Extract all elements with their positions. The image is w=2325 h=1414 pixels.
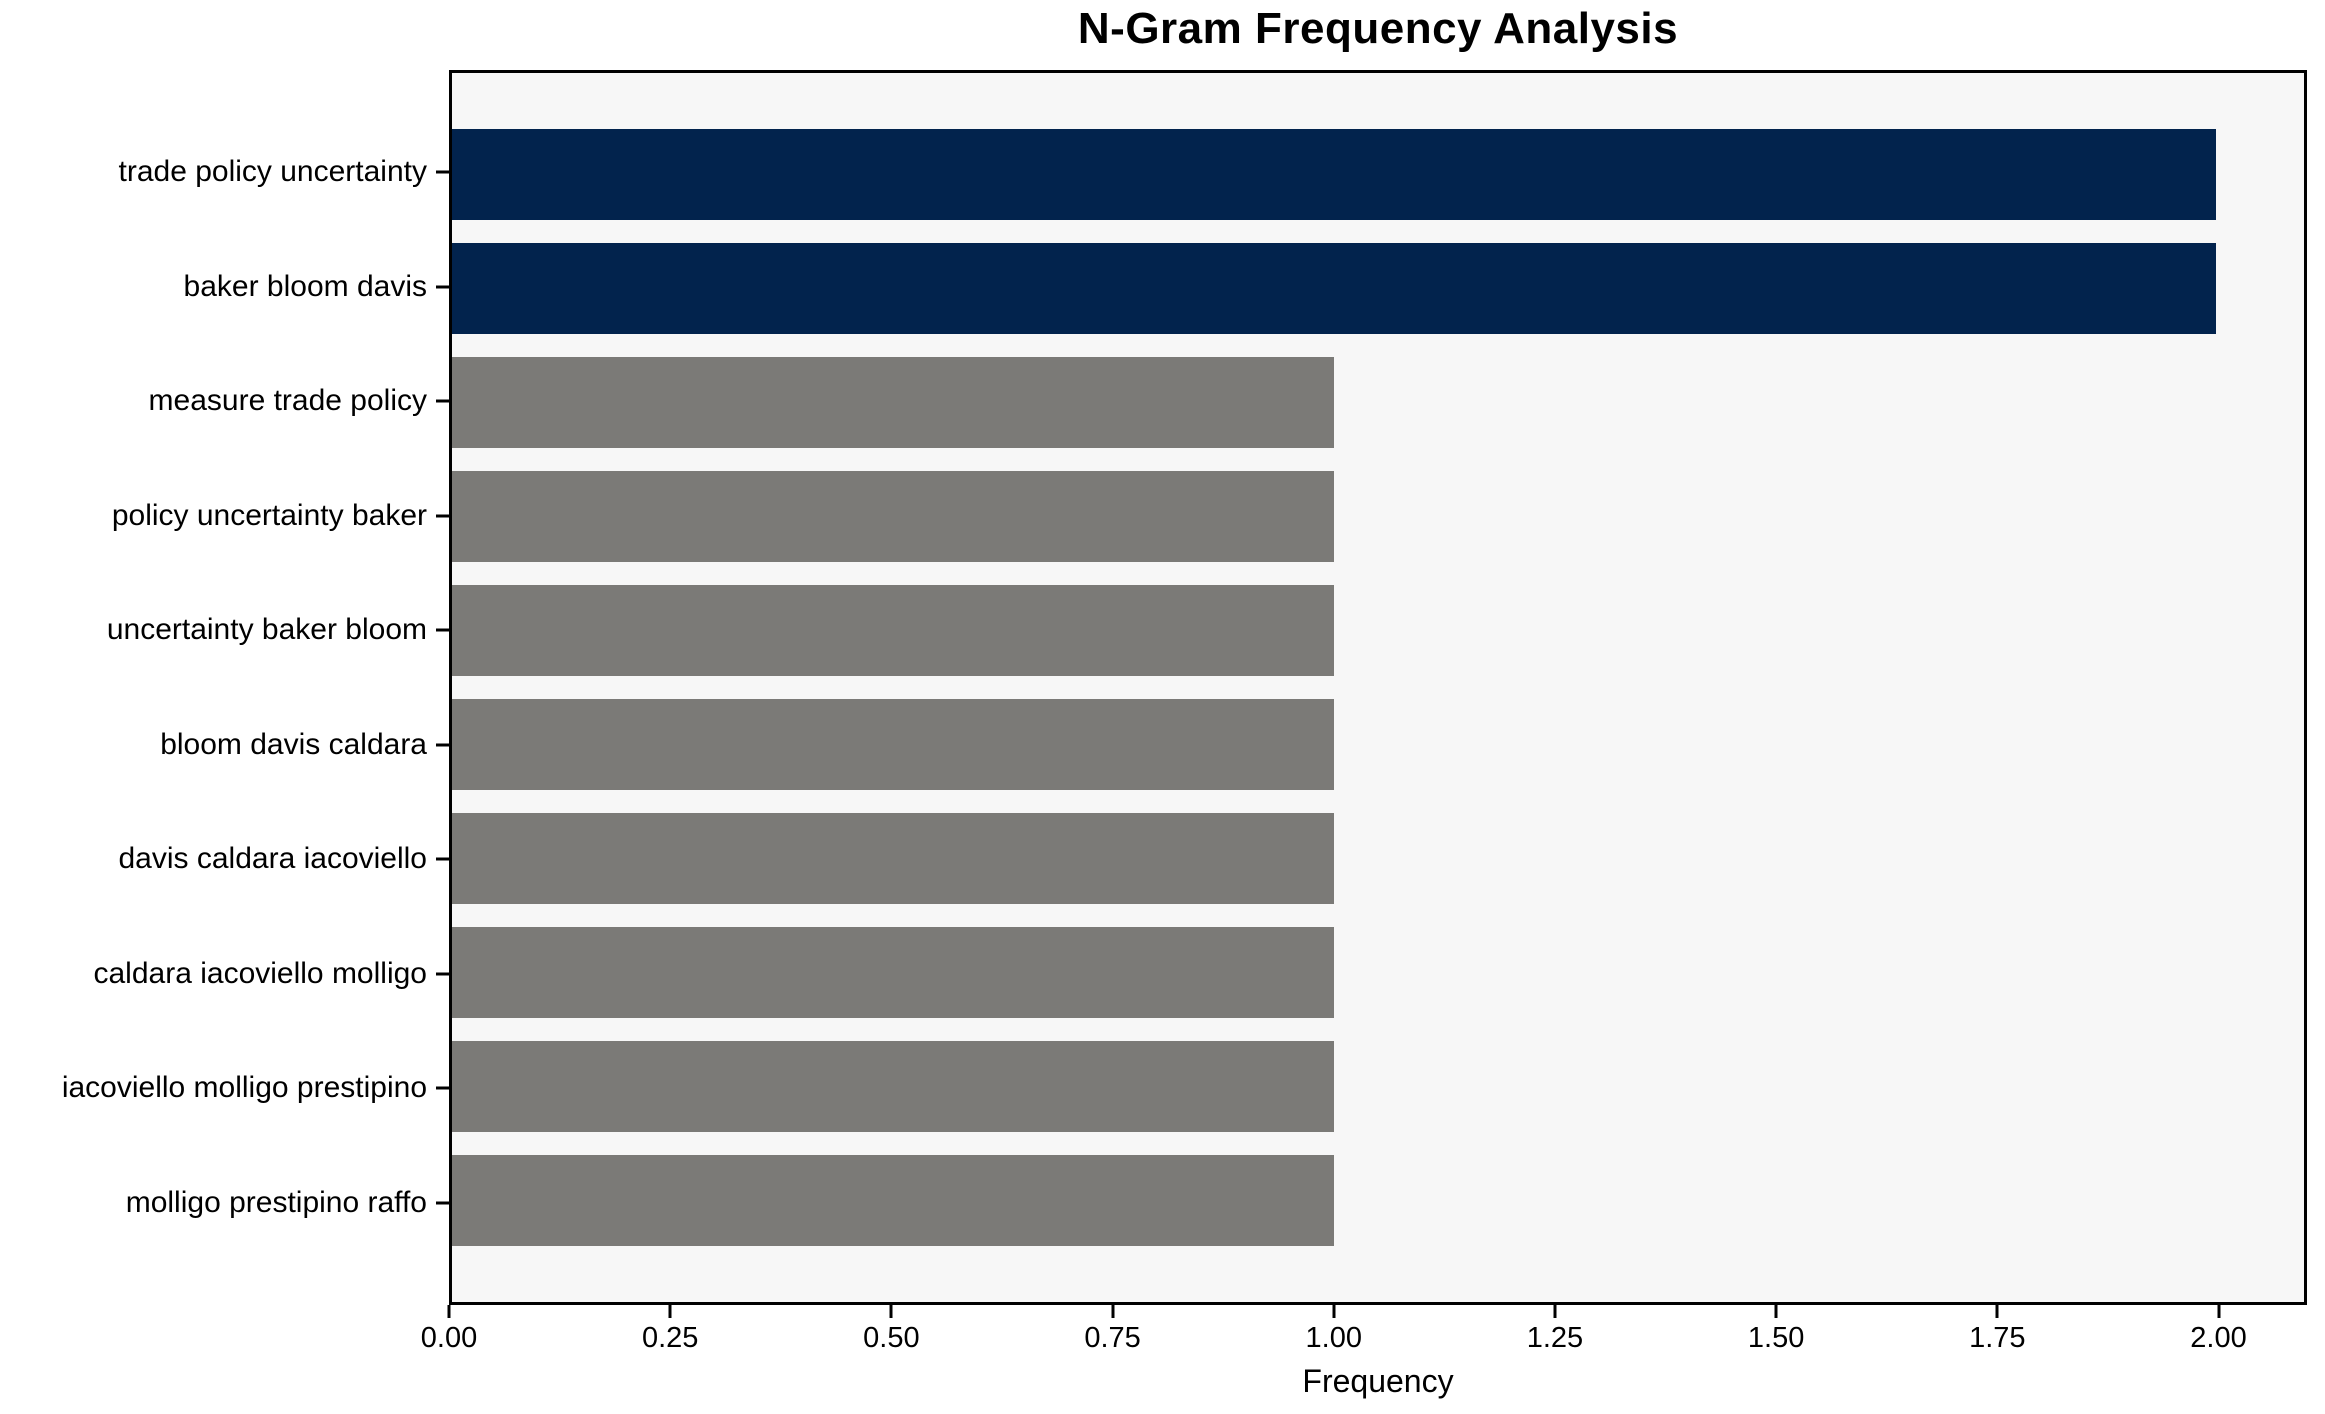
x-tick-mark	[1553, 1305, 1557, 1318]
bar-caldara-iacoviello-molligo	[452, 926, 1334, 1019]
y-tick-label-uncertainty-baker-bloom: uncertainty baker bloom	[106, 613, 427, 647]
y-tick-mark	[436, 170, 449, 174]
y-tick-label-iacoviello-molligo-prestipino: iacoviello molligo prestipino	[61, 1071, 427, 1105]
x-axis-label: Frequency	[1302, 1363, 1454, 1399]
bar-trade-policy-uncertainty	[452, 128, 2216, 221]
y-tick-mark	[436, 285, 449, 289]
x-tick-mark	[1774, 1305, 1778, 1318]
bar-davis-caldara-iacoviello	[452, 812, 1334, 905]
y-tick-label-bloom-davis-caldara: bloom davis caldara	[160, 727, 427, 761]
bar-molligo-prestipino-raffo	[452, 1154, 1334, 1247]
x-tick-label-0.25: 0.25	[641, 1322, 699, 1354]
y-tick-mark	[436, 972, 449, 976]
y-tick-mark	[436, 1086, 449, 1090]
y-tick-mark	[436, 857, 449, 861]
y-tick-mark	[436, 628, 449, 632]
bar-measure-trade-policy	[452, 356, 1334, 449]
bar-iacoviello-molligo-prestipino	[452, 1040, 1334, 1133]
y-tick-mark	[436, 1201, 449, 1205]
bar-policy-uncertainty-baker	[452, 470, 1334, 563]
x-tick-label-1.00: 1.00	[1305, 1322, 1362, 1354]
y-tick-label-baker-bloom-davis: baker bloom davis	[183, 269, 427, 303]
x-tick-mark	[447, 1305, 451, 1318]
x-tick-mark	[668, 1305, 672, 1318]
x-tick-label-1.75: 1.75	[1969, 1322, 2026, 1354]
x-tick-label-0.00: 0.00	[420, 1322, 478, 1354]
bar-bloom-davis-caldara	[452, 698, 1334, 791]
bar-uncertainty-baker-bloom	[452, 584, 1334, 677]
x-tick-mark	[1332, 1305, 1336, 1318]
x-tick-label-2.00: 2.00	[2190, 1322, 2247, 1354]
x-tick-label-0.50: 0.50	[863, 1322, 920, 1354]
y-tick-mark	[436, 399, 449, 403]
y-tick-label-policy-uncertainty-baker: policy uncertainty baker	[111, 498, 427, 532]
y-tick-mark	[436, 514, 449, 518]
y-tick-mark	[436, 743, 449, 747]
chart-title: N-Gram Frequency Analysis	[1077, 4, 1679, 53]
x-tick-mark	[1995, 1305, 1999, 1318]
plot-area	[449, 70, 2307, 1305]
y-tick-label-caldara-iacoviello-molligo: caldara iacoviello molligo	[93, 956, 427, 990]
bar-baker-bloom-davis	[452, 242, 2216, 335]
x-tick-mark	[889, 1305, 893, 1318]
y-tick-label-trade-policy-uncertainty: trade policy uncertainty	[118, 154, 428, 188]
y-tick-label-molligo-prestipino-raffo: molligo prestipino raffo	[125, 1186, 427, 1220]
x-tick-label-1.50: 1.50	[1747, 1322, 1805, 1354]
y-tick-label-davis-caldara-iacoviello: davis caldara iacoviello	[118, 842, 428, 876]
y-tick-label-measure-trade-policy: measure trade policy	[148, 384, 427, 418]
x-tick-mark	[1111, 1305, 1115, 1318]
x-tick-mark	[2217, 1305, 2221, 1318]
x-tick-label-1.25: 1.25	[1526, 1322, 1584, 1354]
x-tick-label-0.75: 0.75	[1084, 1322, 1141, 1354]
